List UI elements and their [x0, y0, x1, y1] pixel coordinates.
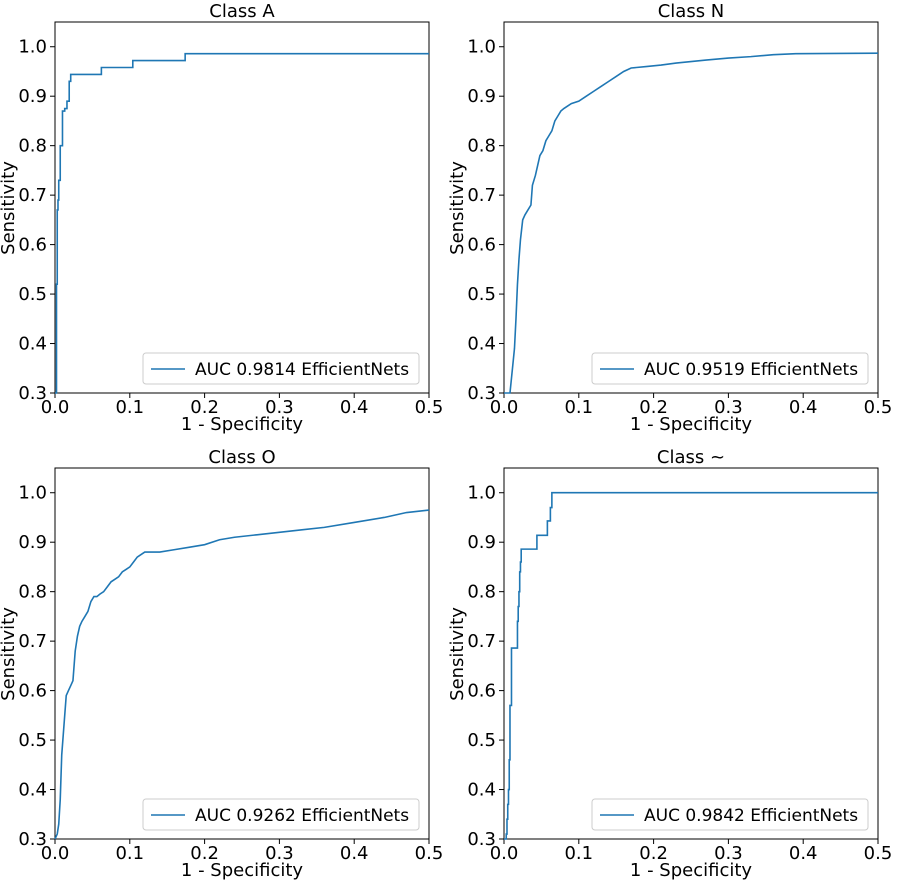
y-axis-label: Sensitivity	[0, 161, 19, 255]
y-tick-label: 0.5	[467, 730, 496, 751]
x-tick-label: 0.2	[190, 843, 219, 864]
y-axis-label: Sensitivity	[0, 607, 19, 701]
panel-class-o: Class O 0.0 0.1 0.2 0.3 0.4 0.5 0.3 0.4 0.5 0.6 0…	[0, 447, 443, 881]
x-tick-label: 0.3	[714, 397, 743, 418]
y-tick-label: 1.0	[467, 37, 496, 58]
y-tick-label: 0.9	[18, 86, 47, 107]
x-axis-label: 1 - Specificity	[181, 860, 304, 881]
x-axis-label: 1 - Specificity	[181, 414, 304, 435]
x-tick-label: 0.0	[41, 397, 70, 418]
plot-frame	[503, 467, 879, 840]
x-tick-label: 0.4	[340, 843, 369, 864]
x-tick-label: 0.2	[190, 397, 219, 418]
y-tick-label: 1.0	[18, 37, 47, 58]
x-tick-label: 0.1	[564, 843, 593, 864]
y-tick-label: 0.5	[18, 730, 47, 751]
x-tick-label: 0.2	[639, 843, 668, 864]
x-axis-label: 1 - Specificity	[630, 860, 753, 881]
panel-class-tilde: Class ~ 0.0 0.1 0.2 0.3 0.4 0.5 0.3 0.4 0.5 0.6 0…	[447, 447, 892, 881]
y-axis-label: Sensitivity	[447, 161, 468, 255]
x-tick-label: 0.5	[415, 843, 444, 864]
roc-curve-line	[504, 52, 879, 394]
y-tick-label: 0.5	[18, 284, 47, 305]
legend: AUC 0.9814 EfficientNets	[142, 352, 420, 385]
legend-label: AUC 0.9814 EfficientNets	[195, 360, 409, 380]
y-tick-label: 0.3	[467, 829, 496, 850]
legend: AUC 0.9262 EfficientNets	[142, 798, 420, 831]
x-tick-label: 0.3	[265, 843, 294, 864]
x-tick-label: 0.4	[340, 397, 369, 418]
y-tick-label: 0.8	[18, 136, 47, 157]
x-tick-label: 0.0	[41, 843, 70, 864]
x-axis-label: 1 - Specificity	[630, 414, 753, 435]
chart-title: Class ~	[657, 447, 725, 468]
y-tick-label: 0.9	[467, 86, 496, 107]
x-tick-label: 0.5	[864, 843, 893, 864]
y-tick-label: 0.4	[18, 780, 47, 801]
y-tick-label: 0.7	[18, 185, 47, 206]
x-tick-label: 0.5	[415, 397, 444, 418]
y-tick-label: 0.6	[18, 681, 47, 702]
x-tick-label: 0.5	[864, 397, 893, 418]
x-tick-label: 0.2	[639, 397, 668, 418]
x-tick-label: 0.3	[265, 397, 294, 418]
y-tick-label: 0.6	[467, 681, 496, 702]
chart-title: Class N	[658, 1, 725, 22]
y-tick-label: 0.7	[467, 631, 496, 652]
chart-title: Class A	[209, 1, 275, 22]
legend-label: AUC 0.9519 EfficientNets	[644, 360, 858, 380]
plot-frame	[503, 21, 879, 394]
legend: AUC 0.9842 EfficientNets	[591, 798, 869, 831]
y-tick-label: 0.3	[467, 383, 496, 404]
x-tick-label: 0.1	[115, 843, 144, 864]
y-tick-label: 0.5	[467, 284, 496, 305]
y-tick-label: 0.8	[467, 136, 496, 157]
x-tick-label: 0.3	[714, 843, 743, 864]
y-tick-label: 0.6	[18, 235, 47, 256]
y-tick-label: 0.7	[467, 185, 496, 206]
legend-box	[591, 352, 869, 385]
x-tick-label: 0.4	[789, 843, 818, 864]
roc-curve-line	[504, 491, 878, 840]
y-axis-label: Sensitivity	[447, 607, 468, 701]
y-tick-label: 1.0	[18, 483, 47, 504]
y-tick-label: 0.7	[18, 631, 47, 652]
y-tick-label: 0.3	[18, 383, 47, 404]
y-tick-label: 0.8	[467, 582, 496, 603]
chart-title: Class O	[208, 447, 275, 468]
y-tick-label: 0.9	[18, 532, 47, 553]
legend-label: AUC 0.9842 EfficientNets	[644, 806, 858, 826]
roc-curve-line	[55, 52, 429, 394]
panel-class-n: Class N 0.0 0.1 0.2 0.3 0.4 0.5 0.3 0.4 0.5 0.6 0…	[447, 1, 892, 435]
y-tick-label: 0.3	[18, 829, 47, 850]
legend-label: AUC 0.9262 EfficientNets	[195, 806, 409, 826]
plot-frame	[54, 21, 430, 394]
y-tick-label: 0.8	[18, 582, 47, 603]
legend-box	[591, 798, 869, 831]
legend: AUC 0.9519 EfficientNets	[591, 352, 869, 385]
plot-frame	[54, 467, 430, 840]
x-tick-label: 0.1	[564, 397, 593, 418]
x-tick-label: 0.1	[115, 397, 144, 418]
x-tick-label: 0.0	[490, 397, 519, 418]
legend-box	[142, 352, 420, 385]
y-tick-label: 0.4	[467, 334, 496, 355]
y-tick-label: 1.0	[467, 483, 496, 504]
x-tick-label: 0.0	[490, 843, 519, 864]
legend-box	[142, 798, 420, 831]
y-tick-label: 0.4	[18, 334, 47, 355]
roc-curve-line	[54, 509, 430, 840]
y-tick-label: 0.9	[467, 532, 496, 553]
y-tick-label: 0.6	[467, 235, 496, 256]
panel-class-a: Class A 0.0 0.1 0.2 0.3 0.4 0.5 0.3 0.4 0.5 0.6 0…	[0, 1, 443, 435]
y-tick-label: 0.4	[467, 780, 496, 801]
x-tick-label: 0.4	[789, 397, 818, 418]
